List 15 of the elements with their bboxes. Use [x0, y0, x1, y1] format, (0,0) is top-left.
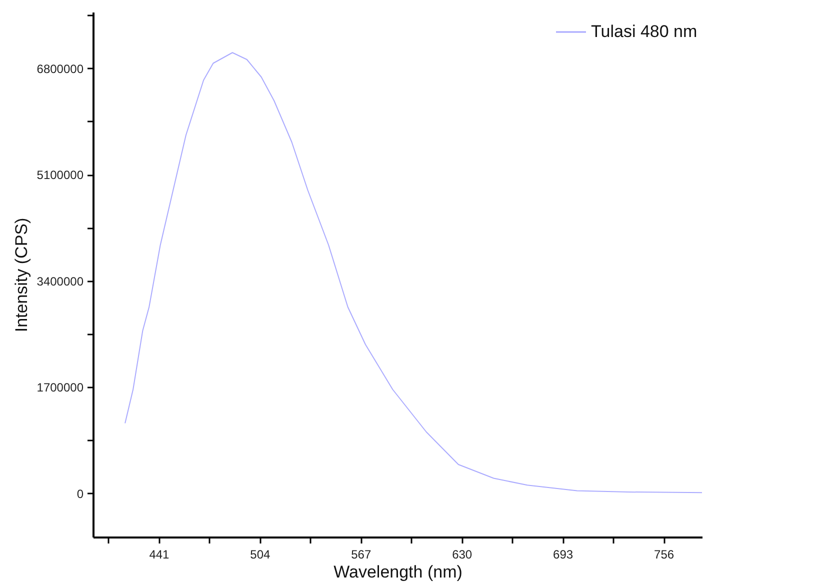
y-axis-title: Intensity (CPS) — [12, 218, 31, 332]
y-tick-label: 5100000 — [36, 168, 84, 182]
y-tick-label: 1700000 — [36, 380, 84, 394]
x-axis-title: Wavelength (nm) — [334, 562, 462, 582]
x-tick-label: 567 — [351, 548, 372, 562]
x-tick-label: 630 — [452, 548, 472, 562]
x-tick-label: 504 — [250, 548, 271, 562]
y-tick-label: 3400000 — [36, 274, 84, 288]
line-series — [124, 52, 702, 494]
x-tick-label: 693 — [553, 548, 574, 562]
y-tick-label: 6800000 — [36, 62, 84, 76]
x-tick-label: 441 — [149, 548, 170, 562]
y-tick-label: 0 — [76, 486, 84, 501]
legend-label: Tulasi 480 nm — [591, 22, 698, 41]
x-tick-label: 756 — [654, 548, 674, 562]
